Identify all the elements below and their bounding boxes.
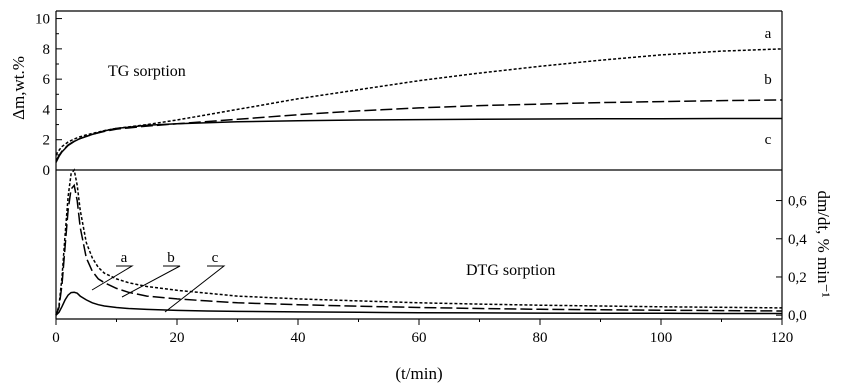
- dtg-y-axis-title: dm/dt, % min⁻¹: [814, 190, 833, 297]
- x-tick-label-2: 40: [291, 330, 306, 346]
- top-curve-a: [55, 48, 783, 156]
- dtg-curve-a-label: a: [121, 250, 128, 266]
- tg-y-axis-title: Δm,wt.%: [9, 56, 28, 120]
- dtg-curve-c-leader: [164, 265, 226, 313]
- dtg-panel-label: DTG sorption: [466, 262, 555, 279]
- x-tick-label-4: 80: [533, 330, 548, 346]
- x-tick-label-5: 100: [650, 330, 673, 346]
- x-tick-label-1: 20: [170, 330, 185, 346]
- tg-curve-b-label: b: [764, 72, 772, 88]
- tg-curve-a-label: a: [765, 26, 772, 42]
- top-y-tick-label-2: 4: [43, 102, 51, 118]
- x-axis-title: (t/min): [395, 364, 442, 383]
- tg-panel-label: TG sorption: [108, 63, 186, 80]
- bottom-curve-b: [55, 183, 783, 316]
- dtg-curve-a-leader: [91, 265, 134, 291]
- top-y-tick-label-1: 2: [43, 133, 51, 149]
- bottom-y-tick-label-2: 0,4: [788, 232, 807, 248]
- bottom-y-tick-label-0: 0,0: [788, 308, 807, 324]
- dtg-curve-c-label: c: [212, 250, 219, 266]
- top-curve-c: [55, 117, 782, 163]
- tg-curve-c-label: c: [765, 132, 772, 148]
- dtg-curve-b-label: b: [167, 250, 175, 266]
- top-curve-b: [55, 99, 783, 162]
- bottom-curve-c: [55, 291, 782, 316]
- top-y-tick-label-3: 6: [43, 72, 51, 88]
- x-tick-label-3: 60: [412, 330, 427, 346]
- x-tick-label-0: 0: [52, 330, 60, 346]
- top-y-tick-label-5: 10: [35, 12, 50, 28]
- bottom-y-tick-label-1: 0,2: [788, 270, 807, 286]
- top-y-tick-label-4: 8: [43, 42, 51, 58]
- dtg-curve-b-leader: [121, 265, 181, 298]
- top-y-tick-label-0: 0: [43, 163, 51, 179]
- x-tick-label-6: 120: [771, 330, 794, 346]
- bottom-curve-a: [55, 168, 783, 316]
- bottom-y-tick-label-3: 0,6: [788, 194, 807, 210]
